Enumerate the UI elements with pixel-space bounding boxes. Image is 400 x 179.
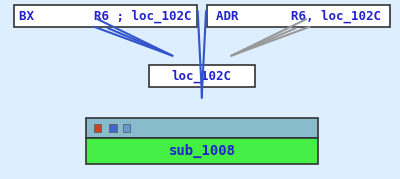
- Text: BX        R6 ; loc_102C: BX R6 ; loc_102C: [19, 9, 192, 23]
- Text: ADR       R6, loc_102C: ADR R6, loc_102C: [216, 9, 381, 23]
- Text: loc_102C: loc_102C: [172, 69, 232, 83]
- Text: sub_1008: sub_1008: [168, 144, 235, 158]
- FancyBboxPatch shape: [207, 5, 390, 27]
- Bar: [109, 124, 117, 132]
- FancyBboxPatch shape: [14, 5, 197, 27]
- FancyBboxPatch shape: [86, 138, 318, 164]
- Bar: [123, 124, 130, 132]
- FancyBboxPatch shape: [86, 118, 318, 138]
- Bar: [94, 124, 102, 132]
- FancyBboxPatch shape: [149, 65, 255, 87]
